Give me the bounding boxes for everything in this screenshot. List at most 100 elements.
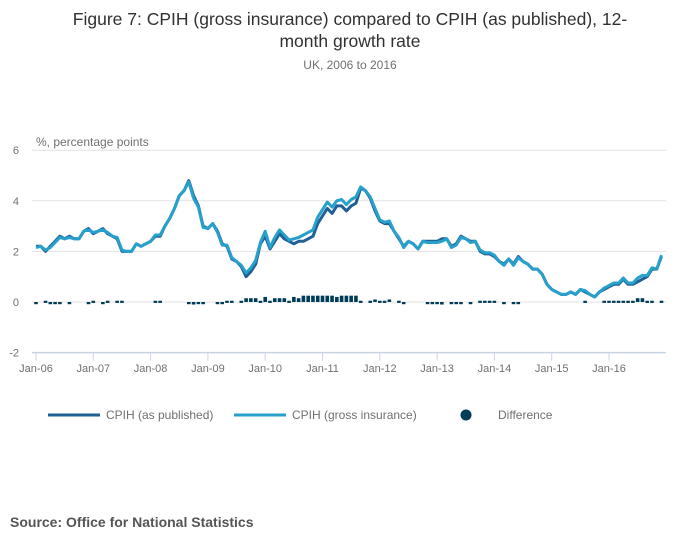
difference-bar	[292, 296, 296, 302]
difference-bar	[258, 300, 263, 303]
chart-title: Figure 7: CPIH (gross insurance) compare…	[0, 8, 700, 52]
difference-bar	[101, 302, 105, 305]
difference-bar	[191, 302, 196, 305]
difference-bar	[449, 302, 454, 305]
difference-bar	[358, 300, 363, 303]
difference-bar	[287, 300, 291, 303]
difference-bar	[48, 302, 53, 305]
difference-bar	[454, 302, 458, 305]
difference-bar	[158, 300, 162, 303]
difference-bar	[354, 295, 358, 302]
difference-bar	[387, 299, 392, 302]
difference-bar	[616, 300, 621, 303]
difference-bar	[468, 302, 473, 305]
difference-bar	[272, 298, 277, 302]
x-tick-label: Jan-09	[191, 363, 225, 375]
difference-bar	[282, 298, 287, 302]
y-tick-label: 4	[13, 196, 19, 208]
difference-bar	[201, 302, 205, 305]
difference-bar	[253, 298, 258, 302]
x-tick-label: Jan-16	[592, 363, 626, 375]
difference-bar	[483, 300, 487, 303]
legend-label: CPIH (as published)	[106, 408, 213, 422]
difference-bar	[659, 300, 664, 303]
difference-bar	[487, 300, 492, 303]
difference-bar	[382, 300, 387, 303]
difference-bar	[91, 300, 96, 303]
difference-bar	[335, 296, 339, 302]
series-line-cpih-published	[36, 179, 663, 299]
difference-bar	[325, 295, 330, 302]
y-tick-label: 0	[13, 297, 19, 309]
difference-bar	[67, 302, 72, 305]
x-tick-label: Jan-15	[535, 363, 569, 375]
difference-bar	[229, 300, 234, 303]
x-tick-label: Jan-06	[19, 363, 53, 375]
series-line-cpih-gross-insurance	[35, 180, 663, 299]
difference-bar	[650, 300, 654, 303]
y-axis-label: %, percentage points	[36, 135, 149, 149]
difference-bar	[115, 300, 119, 303]
difference-bar	[511, 302, 516, 305]
difference-bar	[502, 302, 506, 305]
legend-swatch-difference	[460, 409, 472, 421]
difference-bar	[621, 300, 626, 303]
difference-bar	[187, 302, 191, 305]
difference-bar	[339, 295, 344, 302]
difference-bar	[244, 298, 248, 302]
difference-bar	[215, 302, 220, 305]
difference-bar	[268, 300, 272, 303]
difference-bar	[301, 295, 306, 302]
difference-bar	[631, 300, 635, 303]
difference-bar	[583, 300, 587, 303]
difference-bar	[296, 298, 301, 302]
difference-bar	[397, 300, 401, 303]
difference-bar	[459, 302, 463, 305]
difference-bar	[43, 300, 48, 303]
difference-bar	[373, 299, 377, 302]
difference-bar	[105, 300, 110, 303]
source-note: Source: Office for National Statistics	[10, 514, 254, 530]
chart-subtitle: UK, 2006 to 2016	[303, 58, 397, 72]
x-tick-label: Jan-07	[76, 363, 110, 375]
difference-bar	[86, 302, 91, 305]
chart-plot: -2 0 2 4 6 %, percentage points Jan-06 Jan-07 Ja…	[9, 135, 666, 422]
difference-bar	[435, 302, 439, 305]
difference-bar	[153, 300, 158, 303]
chart-title-line-2: month growth rate	[279, 31, 421, 51]
difference-bar	[607, 300, 611, 303]
difference-bar	[53, 302, 57, 305]
legend-label: Difference	[498, 408, 553, 422]
difference-bar	[368, 300, 373, 303]
difference-bar	[311, 295, 315, 302]
x-tick-label: Jan-13	[420, 363, 454, 375]
difference-bar	[263, 296, 267, 302]
y-tick-label: 2	[13, 246, 19, 258]
difference-bar	[239, 300, 244, 303]
difference-bar	[315, 295, 320, 302]
difference-bar	[425, 302, 430, 305]
x-tick-label: Jan-14	[478, 363, 512, 375]
difference-bar	[249, 298, 253, 302]
difference-bar	[378, 300, 382, 303]
difference-bar	[440, 302, 444, 305]
difference-bar	[635, 298, 640, 302]
difference-bar	[602, 300, 607, 303]
difference-bar	[349, 295, 353, 302]
difference-bar	[220, 302, 225, 305]
difference-bar	[34, 302, 38, 305]
difference-bar	[58, 302, 62, 305]
difference-bar	[330, 295, 334, 302]
difference-bar	[645, 300, 649, 303]
x-tick-label: Jan-11	[306, 363, 339, 375]
x-tick-label: Jan-10	[248, 363, 282, 375]
difference-bar	[120, 300, 124, 303]
difference-bar	[430, 302, 435, 305]
y-tick-label: -2	[9, 348, 19, 360]
difference-bar	[640, 298, 645, 302]
legend-label: CPIH (gross insurance)	[292, 408, 417, 422]
x-tick-label: Jan-12	[363, 363, 397, 375]
difference-bar	[320, 295, 325, 302]
difference-bar	[344, 295, 349, 302]
